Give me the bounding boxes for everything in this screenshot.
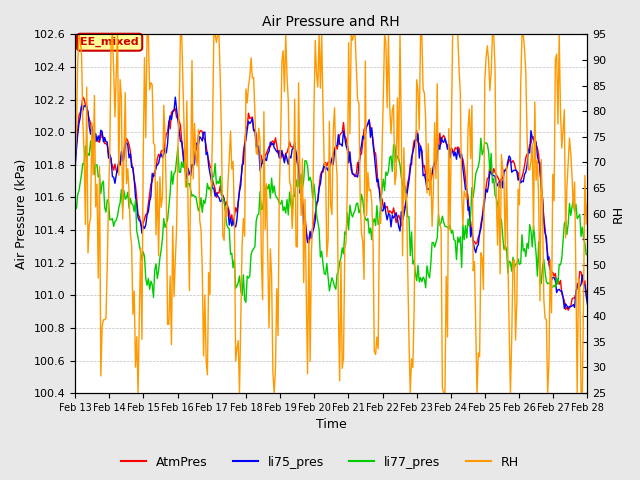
RH: [276, 140, 284, 146]
li77_pres: [445, 226, 452, 232]
Line: li75_pres: li75_pres: [75, 97, 588, 309]
RH: [446, 228, 454, 233]
AtmPres: [275, 147, 283, 153]
Line: AtmPres: AtmPres: [75, 97, 588, 310]
li77_pres: [442, 224, 450, 229]
li75_pres: [445, 142, 452, 147]
X-axis label: Time: Time: [316, 419, 347, 432]
AtmPres: [584, 295, 591, 300]
li75_pres: [395, 224, 403, 229]
RH: [444, 334, 451, 340]
li75_pres: [442, 140, 450, 145]
li77_pres: [275, 200, 283, 206]
AtmPres: [71, 152, 79, 158]
RH: [136, 311, 143, 316]
li77_pres: [71, 203, 79, 209]
li77_pres: [584, 252, 591, 257]
AtmPres: [445, 146, 452, 152]
li77_pres: [477, 135, 484, 141]
li75_pres: [275, 155, 283, 161]
li75_pres: [584, 302, 591, 308]
RH: [241, 233, 248, 239]
RH: [396, 32, 404, 37]
AtmPres: [395, 212, 403, 218]
li75_pres: [71, 165, 79, 170]
li77_pres: [242, 300, 250, 305]
li75_pres: [239, 161, 247, 167]
Title: Air Pressure and RH: Air Pressure and RH: [262, 15, 400, 29]
Y-axis label: RH: RH: [612, 204, 625, 223]
li77_pres: [238, 293, 246, 299]
AtmPres: [79, 94, 86, 100]
AtmPres: [134, 212, 142, 218]
AtmPres: [564, 307, 572, 313]
Legend: AtmPres, li75_pres, li77_pres, RH: AtmPres, li75_pres, li77_pres, RH: [116, 451, 524, 474]
RH: [584, 200, 591, 205]
RH: [71, 156, 79, 162]
li77_pres: [395, 156, 403, 161]
li75_pres: [561, 306, 568, 312]
li75_pres: [133, 203, 141, 209]
AtmPres: [239, 149, 247, 155]
Text: EE_mixed: EE_mixed: [80, 37, 139, 48]
Line: li77_pres: li77_pres: [75, 138, 588, 302]
li75_pres: [172, 94, 179, 100]
Line: RH: RH: [75, 35, 588, 393]
Y-axis label: Air Pressure (kPa): Air Pressure (kPa): [15, 158, 28, 269]
li77_pres: [133, 228, 141, 234]
RH: [134, 390, 142, 396]
AtmPres: [442, 141, 450, 146]
RH: [75, 32, 83, 37]
